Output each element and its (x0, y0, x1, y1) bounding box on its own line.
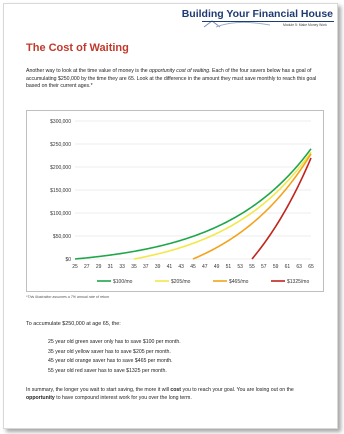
intro-paragraph: Another way to look at the time value of… (26, 68, 322, 91)
y-tick-label: $100,000 (50, 211, 71, 217)
section-title: The Cost of Waiting (26, 42, 129, 54)
x-tick-label: 57 (261, 264, 267, 270)
header-rule (202, 21, 334, 22)
x-tick-label: 63 (296, 264, 302, 270)
chart-frame: $0 $50,000 $100,000 $150,000 $200,000 $250,00… (26, 110, 324, 292)
footnote: *This illustration assumes a 7% annual r… (26, 295, 110, 299)
y-tick-label: $250,000 (50, 142, 71, 148)
saver-item-yellow: 35 year old yellow saver has to save $20… (48, 348, 171, 355)
x-tick-label: 35 (131, 264, 137, 270)
series-line (133, 151, 312, 260)
x-tick-label: 49 (214, 264, 220, 270)
summary-text-2: you to reach your goal. You are losing o… (181, 387, 294, 393)
x-tick-label: 41 (167, 264, 173, 270)
document-page: Building Your Financial House Module 5: … (3, 3, 338, 429)
saver-item-red: 55 year old red saver has to save $1325 … (48, 368, 167, 375)
x-tick-label: 27 (84, 264, 90, 270)
y-tick-label: $200,000 (50, 165, 71, 171)
accumulate-heading: To accumulate $250,000 at age 65, the: (26, 321, 121, 327)
legend-label: $100/mo (113, 279, 133, 285)
summary-bold-opportunity: opportunity (26, 394, 55, 401)
x-tick-label: 33 (119, 264, 125, 270)
series-line (74, 148, 312, 260)
legend-label: $1325/mo (287, 279, 309, 285)
legend-label: $465/mo (229, 279, 249, 285)
savers-list: 25 year old green saver only has to save… (48, 338, 181, 377)
series-line (251, 157, 312, 260)
y-tick-label: $50,000 (53, 234, 71, 240)
x-tick-label: 37 (143, 264, 149, 270)
x-tick-label: 65 (308, 264, 314, 270)
x-tick-label: 45 (190, 264, 196, 270)
x-tick-label: 59 (273, 264, 279, 270)
intro-text-1: Another way to look at the time value of… (26, 68, 150, 74)
saver-item-green: 25 year old green saver only has to save… (48, 339, 181, 345)
cost-of-waiting-chart: $0 $50,000 $100,000 $150,000 $200,000 $250,00… (50, 119, 314, 285)
x-tick-label: 25 (72, 264, 78, 270)
x-tick-label: 43 (178, 264, 184, 270)
y-tick-label: $150,000 (50, 188, 71, 194)
x-tick-label: 29 (96, 264, 102, 270)
summary-paragraph: In summary, the longer you wait to start… (26, 387, 324, 402)
summary-text-3: to have compound interest work for you o… (54, 394, 192, 401)
x-tick-label: 47 (202, 264, 208, 270)
saver-item-orange: 45 year old orange saver has to save $46… (48, 358, 173, 365)
summary-bold-cost: cost (170, 387, 182, 393)
series-line (192, 153, 312, 260)
y-tick-label: $300,000 (50, 119, 71, 125)
intro-emphasis: opportunity cost of waiting (149, 68, 210, 74)
x-tick-label: 51 (226, 264, 232, 270)
y-tick-label: $0 (65, 257, 71, 263)
logo-title: Building Your Financial House (181, 8, 333, 20)
legend-label: $205/mo (171, 279, 191, 285)
intro-text-2: . Each of the four savers below has a go… (26, 68, 317, 89)
x-tick-label: 61 (285, 264, 291, 270)
summary-text-1: In summary, the longer you wait to start… (26, 387, 171, 393)
x-tick-label: 53 (237, 264, 243, 270)
x-tick-label: 31 (108, 264, 114, 270)
logo-subtitle: Module 5: Make Money Work (282, 23, 327, 27)
header-logo: Building Your Financial House Module 5: … (4, 4, 337, 38)
x-tick-label: 55 (249, 264, 255, 270)
x-tick-label: 39 (155, 264, 161, 270)
